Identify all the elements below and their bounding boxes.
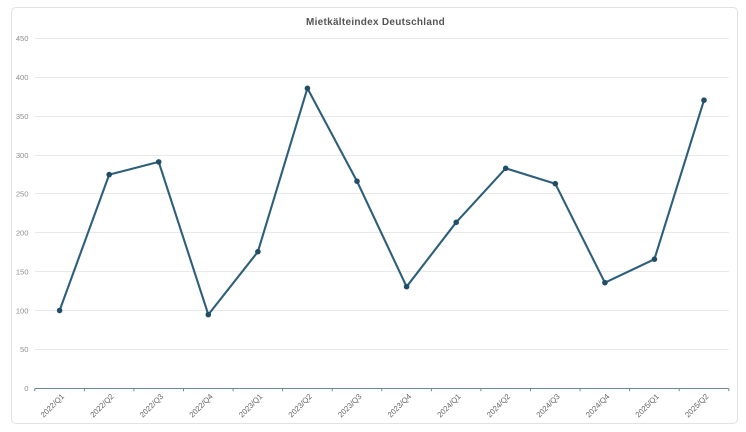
- svg-text:2023/Q2: 2023/Q2: [287, 392, 314, 419]
- svg-text:300: 300: [16, 151, 29, 160]
- svg-text:0: 0: [24, 384, 28, 393]
- svg-text:400: 400: [16, 73, 29, 82]
- svg-text:2023/Q3: 2023/Q3: [336, 392, 363, 419]
- svg-text:2024/Q3: 2024/Q3: [534, 392, 561, 419]
- svg-text:2024/Q2: 2024/Q2: [485, 392, 512, 419]
- svg-text:250: 250: [16, 190, 29, 199]
- svg-text:50: 50: [20, 345, 28, 354]
- svg-text:2022/Q3: 2022/Q3: [138, 392, 165, 419]
- svg-text:200: 200: [16, 229, 29, 238]
- svg-text:2022/Q4: 2022/Q4: [187, 392, 215, 420]
- svg-text:2024/Q1: 2024/Q1: [435, 392, 462, 419]
- svg-text:2025/Q2: 2025/Q2: [683, 392, 710, 419]
- svg-text:2024/Q4: 2024/Q4: [584, 392, 612, 420]
- svg-text:150: 150: [16, 268, 29, 277]
- svg-text:2023/Q4: 2023/Q4: [386, 392, 414, 420]
- svg-text:350: 350: [16, 112, 29, 121]
- svg-text:2022/Q2: 2022/Q2: [88, 392, 115, 419]
- svg-text:2022/Q1: 2022/Q1: [39, 392, 66, 419]
- svg-text:2023/Q1: 2023/Q1: [237, 392, 264, 419]
- svg-text:450: 450: [16, 34, 29, 43]
- svg-text:100: 100: [16, 306, 29, 315]
- svg-text:2025/Q1: 2025/Q1: [634, 392, 661, 419]
